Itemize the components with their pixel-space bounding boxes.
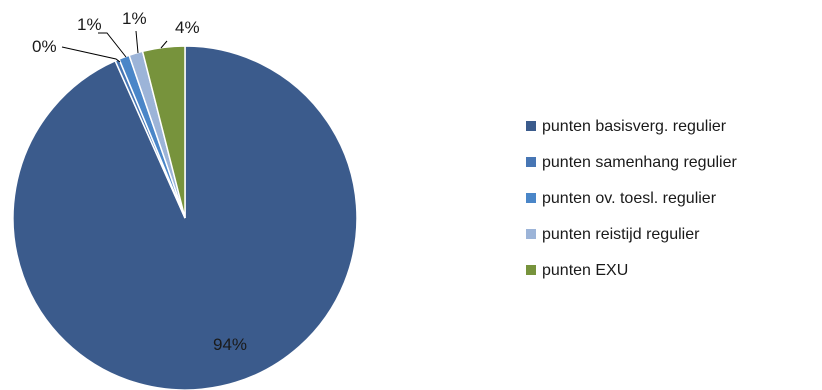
legend-label-4: punten reistijd regulier <box>542 226 700 243</box>
data-label-2: 0% <box>32 37 57 56</box>
legend-swatch-5 <box>526 265 536 275</box>
leader-lines <box>61 30 168 63</box>
legend-label-3: punten ov. toesl. regulier <box>542 190 717 207</box>
data-label-5: 4% <box>175 18 200 37</box>
pie-slices <box>12 45 358 390</box>
legend-swatch-1 <box>526 121 536 131</box>
legend-swatch-3 <box>526 193 536 203</box>
data-label-4: 1% <box>122 9 147 28</box>
legend-swatch-4 <box>526 229 536 239</box>
legend-label-2: punten samenhang regulier <box>542 154 737 171</box>
legend-label-5: punten EXU <box>542 262 628 279</box>
leader-line-5 <box>160 40 168 49</box>
pie-slice-5 <box>141 45 186 219</box>
legend: punten basisverg. regulier punten samenha… <box>526 118 737 279</box>
legend-label-1: punten basisverg. regulier <box>542 118 727 135</box>
leader-line-2 <box>61 46 121 63</box>
legend-swatch-2 <box>526 157 536 167</box>
data-labels: 94% 0% 1% 1% 4% <box>32 9 247 354</box>
data-label-3: 1% <box>77 15 102 34</box>
leader-line-4 <box>135 30 139 54</box>
data-label-1: 94% <box>213 335 247 354</box>
leader-line-3 <box>98 32 127 58</box>
